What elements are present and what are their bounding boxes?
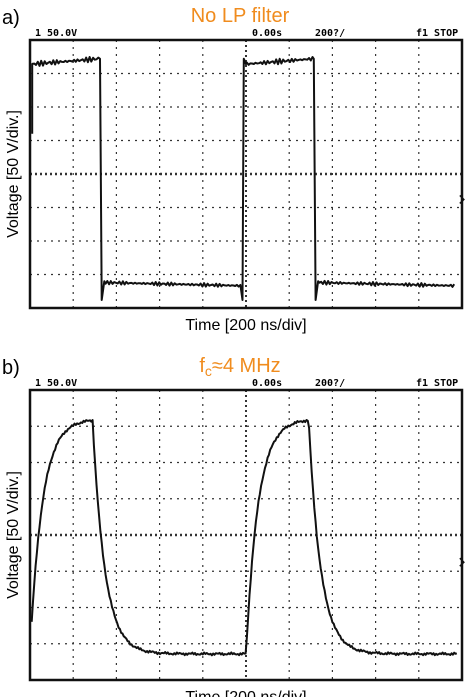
y-axis-label: Voltage [50 V/div.] [5,110,22,238]
panel-label: b) [2,357,20,379]
scope-screen [28,38,464,310]
y-axis-label: Voltage [50 V/div.] [5,471,22,599]
x-axis-label: Time [200 ns/div] [185,317,306,334]
waveform [31,56,456,301]
panel: a) No LP filter 1 50.0V 0.00s 200?/ f1 STOP Vo… [2,5,465,334]
panel-label: a) [2,7,20,29]
trigger-marker [459,194,465,204]
scope-header: 0.00s [252,28,282,39]
waveform [30,419,458,657]
trigger-marker [459,557,465,567]
scope-header: 200?/ [315,28,345,39]
title-part: No LP filter [191,5,290,27]
scope-header: 0.00s [252,378,282,389]
scope-header: 1 50.0V [35,28,77,39]
scope-header: f1 STOP [416,378,458,389]
scope-header: f1 STOP [416,28,458,39]
scope-screen [28,388,464,682]
scope-header: 1 50.0V [35,378,77,389]
title-part: ≈4 MHz [212,355,281,377]
panel-title: fc≈4 MHz [199,355,280,379]
x-axis-label: Time [200 ns/div] [185,689,306,697]
title-part: f [199,355,205,377]
panel-title: No LP filter [191,5,290,27]
title-part: c [205,363,212,379]
scope-header: 200?/ [315,378,345,389]
panel: b) fc≈4 MHz 1 50.0V 0.00s 200?/ f1 STOP Voltag… [2,355,465,697]
